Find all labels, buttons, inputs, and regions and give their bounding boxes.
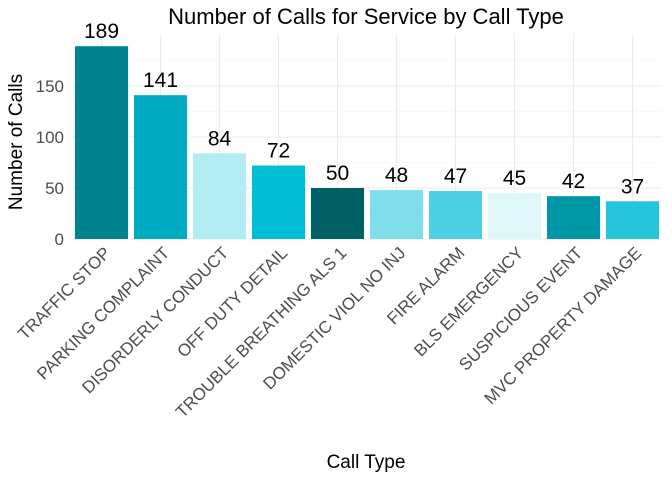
bar-value-label: 42 [562,170,585,193]
bar [487,193,542,239]
x-axis-title: Call Type [327,452,406,473]
bar-value-label: 45 [503,167,526,190]
y-tick-label: 150 [36,77,64,96]
bar-value-label: 37 [621,175,644,198]
bar [310,188,365,239]
bars [74,46,660,240]
bar [605,201,660,239]
bar-value-label: 50 [326,162,349,185]
bar [369,190,424,239]
bar-value-label: 141 [143,69,178,92]
y-tick-label: 50 [45,179,64,198]
bar-value-label: 189 [84,20,119,43]
x-tick-label: BLS EMERGENCY [410,243,527,360]
x-tick-label: OFF DUTY DETAIL [173,243,291,361]
bar [546,196,601,239]
bar-data-labels: 189 141 84 72 50 48 47 45 42 37 [84,20,644,198]
bar-value-label: 48 [385,164,408,187]
y-tick-label: 0 [55,230,64,249]
y-tick-label: 100 [36,128,64,147]
chart-title: Number of Calls for Service by Call Type [168,4,564,29]
bar [251,165,306,239]
bar-value-label: 47 [444,165,467,188]
bar [192,153,247,239]
y-axis-ticks: 0 50 100 150 [36,77,64,249]
bar-value-label: 84 [208,127,232,150]
bar [428,191,483,239]
y-axis-title: Number of Calls [6,74,27,210]
bar-value-label: 72 [267,140,290,163]
bar [74,46,129,239]
bar [133,95,188,240]
